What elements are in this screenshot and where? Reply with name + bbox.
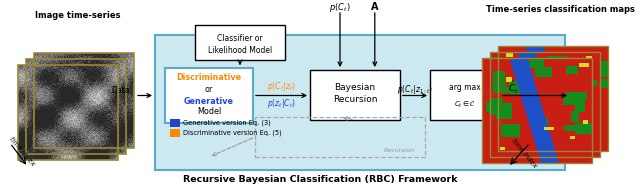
Text: $p\left(C_t\right)$: $p\left(C_t\right)$ (329, 1, 351, 14)
Text: $C_t \in \mathcal{C}$: $C_t \in \mathcal{C}$ (454, 100, 476, 110)
Bar (482, 58, 592, 163)
Text: Generative: Generative (184, 97, 234, 105)
Text: Data: Data (111, 86, 130, 95)
Text: $p\left(z_t|C_t\right)$: $p\left(z_t|C_t\right)$ (267, 97, 296, 110)
Text: Recursion: Recursion (333, 95, 377, 105)
Text: Image time-series: Image time-series (35, 11, 121, 19)
Bar (170, 119, 180, 127)
Text: Recursive Bayesian Classification (RBC) Framework: Recursive Bayesian Classification (RBC) … (182, 174, 458, 184)
Text: Bayesian: Bayesian (335, 83, 376, 92)
Text: Discriminative: Discriminative (177, 73, 241, 83)
Text: Likelihood Model: Likelihood Model (208, 46, 272, 55)
Bar (155, 35, 565, 170)
Bar (490, 52, 600, 157)
Text: or: or (205, 85, 213, 95)
Bar (18, 65, 118, 160)
Bar (165, 68, 253, 123)
Text: arg max: arg max (449, 83, 481, 92)
Bar (498, 46, 608, 151)
Text: Model: Model (197, 107, 221, 117)
Text: Discriminative version Eq. (5): Discriminative version Eq. (5) (183, 130, 282, 136)
Text: time index: time index (8, 135, 36, 166)
Text: $\mathbf{A}$: $\mathbf{A}$ (370, 0, 380, 12)
Text: Recursion: Recursion (384, 149, 415, 154)
Text: $p\left(C_t|z_t\right)$: $p\left(C_t|z_t\right)$ (267, 80, 296, 93)
Text: $p\left(C_t|z_{1:t}\right)$: $p\left(C_t|z_{1:t}\right)$ (397, 83, 433, 96)
Text: time index: time index (510, 137, 538, 169)
Text: $\hat{C}_t$: $\hat{C}_t$ (508, 79, 519, 96)
Bar (170, 129, 180, 137)
Bar (310, 70, 400, 120)
Text: Time-series classification maps: Time-series classification maps (486, 6, 634, 14)
Bar (26, 59, 126, 154)
Bar (255, 117, 425, 157)
Bar (195, 25, 285, 60)
Bar (430, 70, 500, 120)
Text: Generative version Eq. (3): Generative version Eq. (3) (183, 120, 271, 126)
Bar (34, 53, 134, 148)
Text: Classifier or: Classifier or (217, 34, 263, 43)
